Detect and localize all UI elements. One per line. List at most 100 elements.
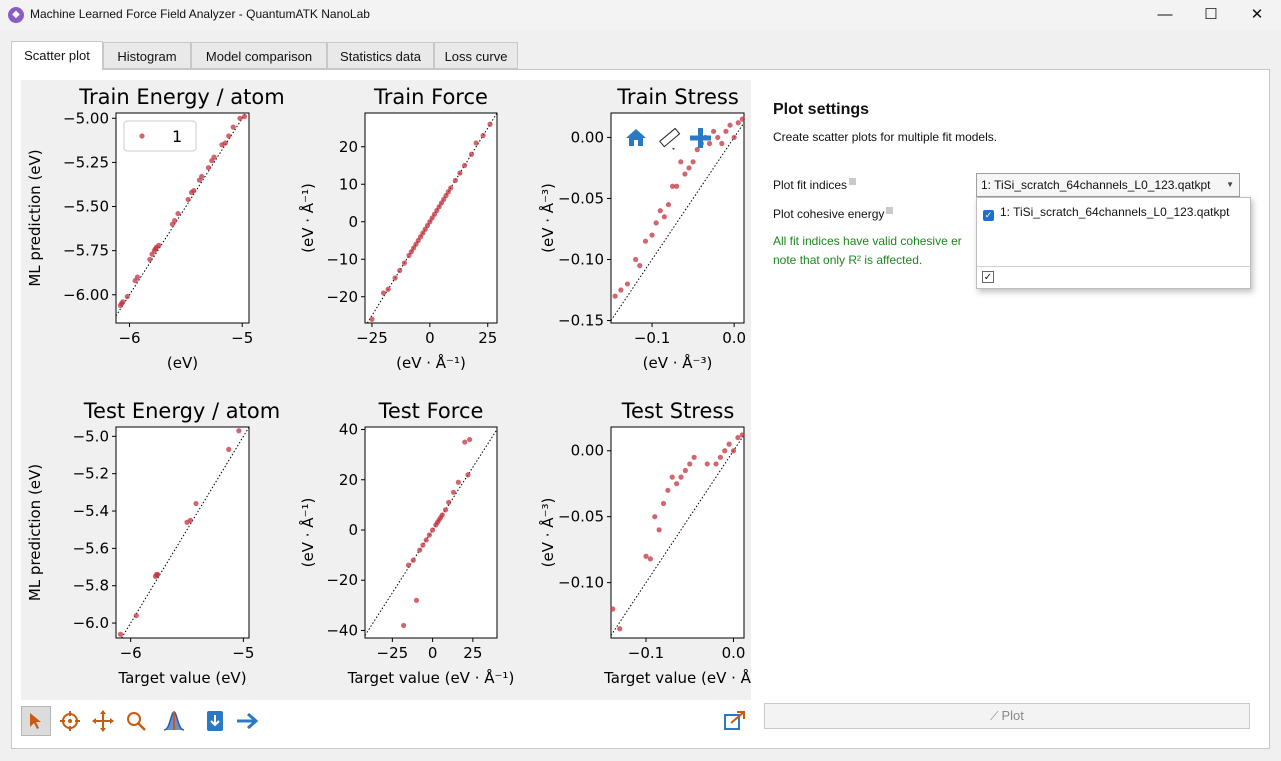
crosshair-icon	[60, 711, 80, 731]
data-point	[686, 165, 692, 171]
x-tick-label: −6	[120, 644, 142, 662]
data-point	[694, 147, 700, 153]
data-point	[191, 188, 197, 194]
data-point	[120, 299, 126, 305]
chevron-down-icon: ▼	[1226, 180, 1234, 189]
reference-line	[115, 112, 247, 317]
tab-scatter-plot[interactable]: Scatter plot	[11, 41, 103, 70]
cohesive-energy-label: Plot cohesive energy	[773, 207, 894, 221]
fit-indices-dropdown[interactable]: 1: TiSi_scratch_64channels_L0_123.qatkpt…	[976, 173, 1240, 197]
data-point	[731, 134, 737, 141]
pan-tool-button[interactable]	[88, 706, 118, 736]
data-point	[455, 479, 461, 485]
data-point	[713, 461, 719, 467]
data-point	[452, 177, 458, 184]
fit-tool-button[interactable]	[159, 706, 189, 736]
popout-icon	[724, 711, 745, 730]
reference-line	[364, 429, 498, 636]
data-point	[415, 237, 421, 244]
tab-loss-curve[interactable]: Loss curve	[434, 42, 518, 69]
dropdown-option[interactable]: ✓ 1: TiSi_scratch_64channels_L0_123.qatkp…	[983, 205, 1230, 221]
divider	[977, 266, 1250, 267]
y-tick-label: 10	[339, 175, 358, 193]
home-icon[interactable]	[626, 129, 646, 146]
data-point	[665, 201, 672, 208]
plot-icon: ⟋	[990, 709, 999, 723]
data-point	[669, 474, 675, 480]
select-all-checkbox[interactable]: ✓	[982, 271, 994, 283]
data-point	[739, 432, 745, 438]
data-point	[237, 115, 243, 121]
x-tick-label: 25	[463, 644, 482, 662]
data-point	[642, 238, 649, 244]
help-icon[interactable]	[849, 178, 857, 185]
y-axis-label: (eV · Å⁻¹)	[298, 498, 317, 568]
window-title: Machine Learned Force Field Analyzer - Q…	[30, 7, 370, 21]
data-point	[187, 517, 193, 523]
status-message: All fit indices have valid cohesive er no…	[773, 234, 962, 267]
plot-settings-description: Create scatter plots for multiple fit mo…	[773, 130, 998, 144]
data-point	[397, 267, 403, 274]
data-point	[465, 472, 471, 478]
y-tick-label: 0.00	[571, 128, 604, 146]
pointer-tool-button[interactable]	[21, 706, 51, 736]
data-point	[439, 512, 445, 518]
y-axis-label: (eV · Å⁻¹)	[298, 183, 317, 253]
data-point	[457, 170, 463, 176]
data-point	[653, 220, 659, 226]
y-axis-label: ML prediction (eV)	[26, 149, 44, 286]
y-axis-label: (eV · Å⁻³)	[538, 183, 557, 253]
x-tick-label: 0.0	[722, 644, 746, 662]
data-point	[690, 159, 696, 165]
pointer-icon	[30, 713, 41, 729]
plot-frame	[364, 426, 498, 639]
data-point	[739, 116, 745, 122]
save-tool-button[interactable]	[200, 706, 230, 736]
maximize-button[interactable]: ☐	[1204, 6, 1218, 23]
data-point	[610, 606, 616, 612]
tab-statistics-data[interactable]: Statistics data	[327, 42, 434, 69]
help-icon[interactable]	[886, 207, 894, 214]
data-point	[652, 514, 658, 520]
y-tick-label: −0.05	[558, 189, 604, 207]
reference-line	[610, 434, 745, 636]
data-point	[420, 230, 426, 236]
export-tool-button[interactable]	[233, 706, 263, 736]
data-point	[434, 207, 440, 214]
minimize-button[interactable]: —	[1157, 6, 1173, 23]
x-axis-label: (eV · Å⁻¹)	[396, 353, 466, 372]
y-tick-label: −10	[326, 250, 358, 268]
x-tick-label: −5	[232, 644, 254, 662]
data-point	[430, 527, 436, 533]
plot-button[interactable]: ⟋ Plot	[764, 703, 1250, 729]
data-point	[617, 626, 623, 632]
chart-title: Train Energy / atom	[78, 85, 284, 109]
crosshair-tool-button[interactable]	[55, 706, 85, 736]
data-point	[117, 631, 124, 637]
data-point	[406, 252, 412, 259]
checkbox-checked-icon[interactable]: ✓	[983, 210, 994, 221]
chart-title: Test Force	[378, 399, 484, 423]
data-point	[618, 287, 624, 293]
data-point	[380, 290, 387, 296]
data-point	[417, 234, 424, 240]
data-point	[624, 281, 631, 287]
tab-model-comparison[interactable]: Model comparison	[191, 42, 327, 69]
tab-histogram[interactable]: Histogram	[103, 42, 191, 69]
data-point	[665, 487, 671, 493]
data-point	[236, 428, 242, 434]
ruler-icon[interactable]	[659, 127, 681, 150]
y-tick-label: −5.25	[63, 153, 109, 171]
y-tick-label: −5.75	[63, 242, 109, 260]
data-point	[134, 274, 141, 280]
pan-icon	[92, 710, 114, 732]
add-icon[interactable]	[690, 128, 711, 148]
zoom-tool-button[interactable]	[121, 706, 151, 736]
close-button[interactable]: ✕	[1250, 6, 1264, 23]
title-bar: ◆ Machine Learned Force Field Analyzer -…	[0, 0, 1281, 30]
chart-title: Train Stress	[616, 85, 739, 109]
plot-canvas[interactable]: −6 −5 −6.00 −5.75 −5.50 −5.25 −5.00 Train Energ…	[21, 80, 752, 700]
detach-plot-button[interactable]	[720, 706, 750, 736]
x-tick-label: −5	[231, 329, 253, 347]
